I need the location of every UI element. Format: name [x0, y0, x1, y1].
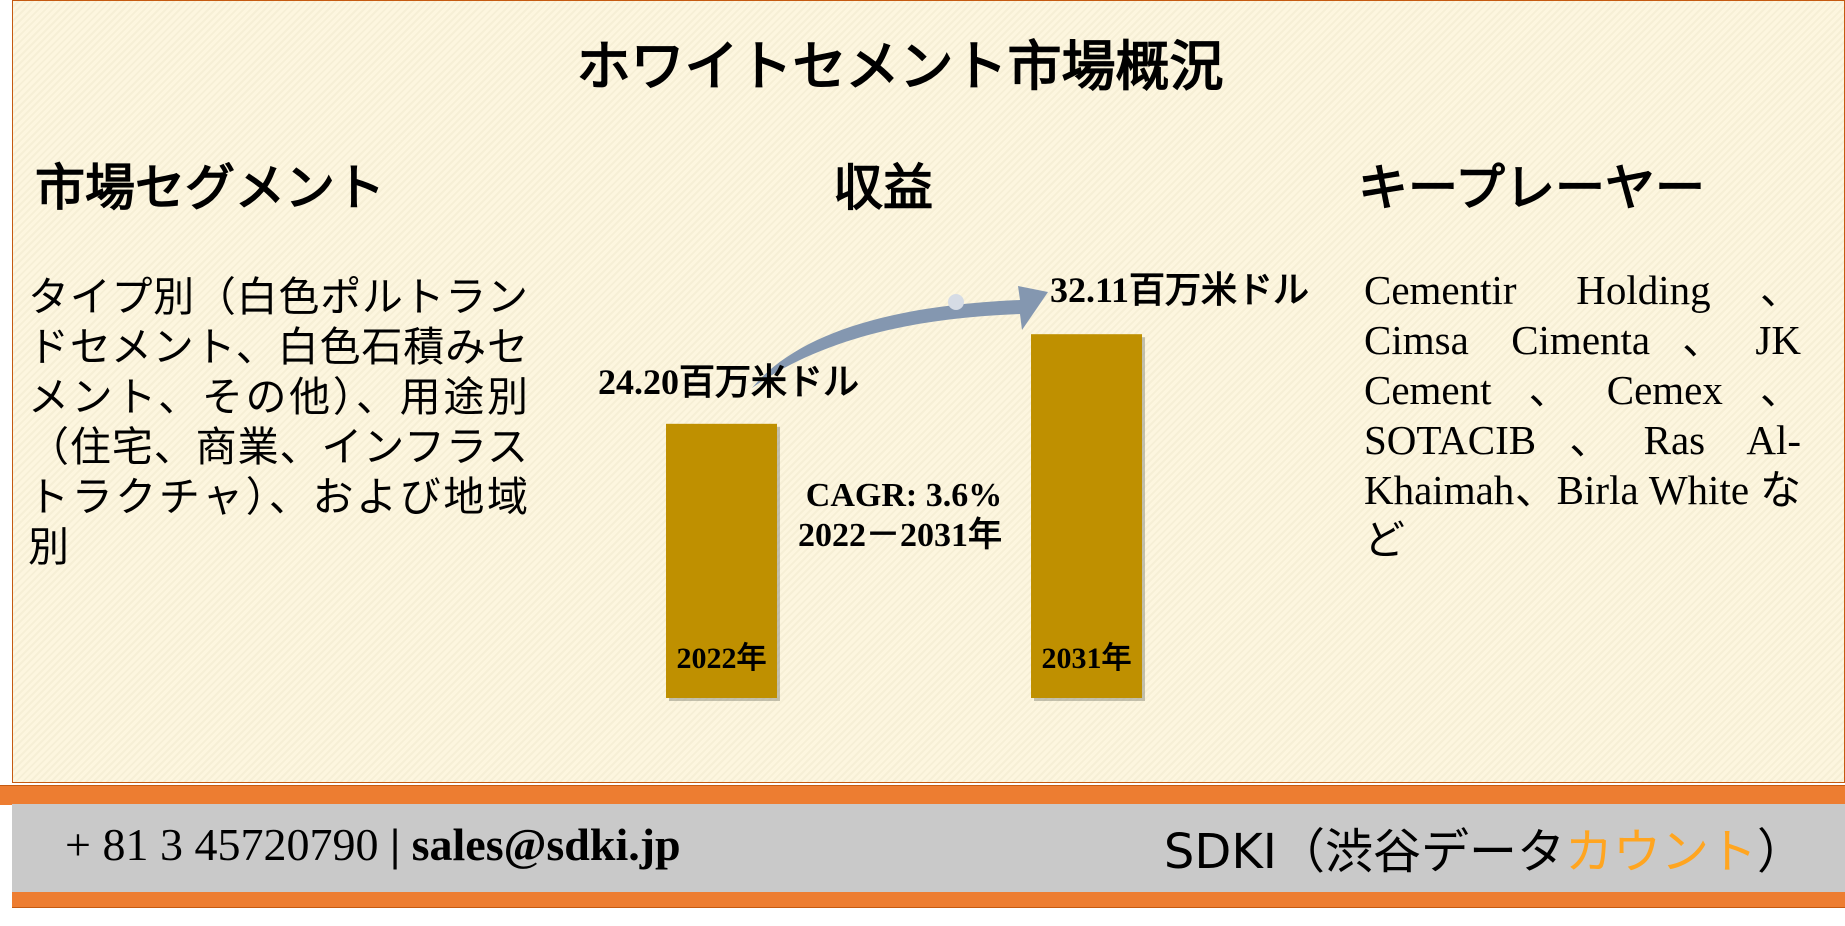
brand: SDKI（渋谷データカウント） — [1164, 812, 1805, 882]
players-text: Cementir Holding、Cimsa Cimenta、JK Cement… — [1364, 267, 1801, 563]
cagr: CAGR: 3.6% — [806, 477, 1002, 514]
separator: | — [389, 819, 401, 870]
bar — [666, 423, 777, 698]
revenue-heading: 収益 — [833, 160, 933, 216]
segments-text: タイプ別（白色ポルトランドセメント、白色石積みセメント、その他）、用途別（住宅、… — [28, 274, 528, 570]
title: ホワイトセメント市場概況 — [576, 37, 1224, 97]
brand-end: ） — [1756, 824, 1805, 880]
year-label: 2022年 — [677, 642, 767, 675]
players-heading: キープレーヤー — [1358, 160, 1705, 216]
contact: + 81 3 45720790 | sales@sdki.jp — [65, 818, 681, 871]
footer-stripe — [0, 785, 1845, 805]
value-label: 24.20百万米ドル — [598, 362, 859, 402]
cagr-period: 2022－2031年 — [798, 516, 1002, 554]
segments-heading: 市場セグメント — [35, 160, 385, 216]
revenue-chart: CAGR: 3.6% 2022－2031年 24.20百万米ドル 2022年 32.… — [598, 270, 1309, 701]
value-label: 32.11百万米ドル — [1050, 270, 1309, 310]
brand-name: SDKI（渋谷データ — [1163, 824, 1565, 880]
panel — [12, 0, 1845, 783]
footer-stripe — [12, 892, 1845, 908]
phone: + 81 3 45720790 — [65, 819, 379, 870]
arrow-dot — [948, 294, 964, 310]
email[interactable]: sales@sdki.jp — [411, 819, 681, 870]
growth-arrow — [752, 286, 1048, 388]
footer-bar — [12, 804, 1845, 892]
year-label: 2031年 — [1042, 642, 1132, 675]
brand-highlight: カウント — [1564, 824, 1757, 880]
bar — [1031, 334, 1142, 698]
